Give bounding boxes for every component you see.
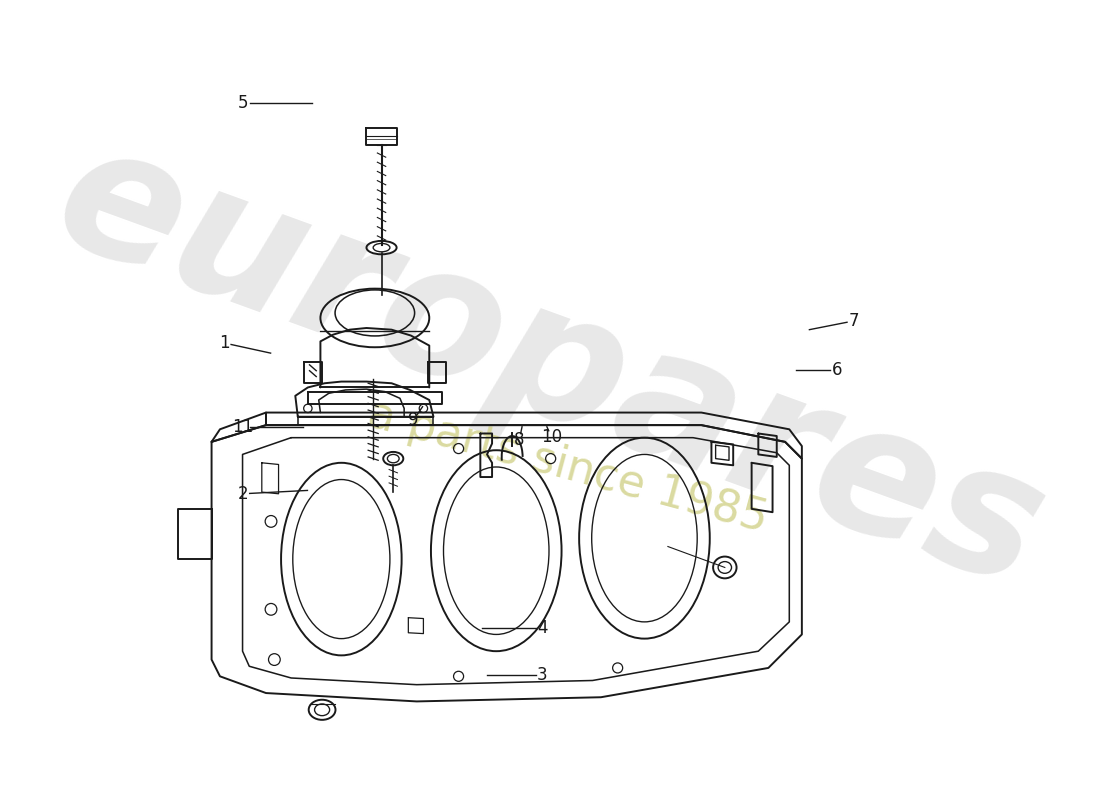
Text: 1: 1 — [219, 334, 230, 352]
Text: 6: 6 — [832, 361, 843, 379]
Text: 3: 3 — [537, 666, 548, 684]
Text: a parts since 1985: a parts since 1985 — [363, 393, 772, 541]
Text: europares: europares — [35, 107, 1066, 626]
Text: 7: 7 — [848, 312, 859, 330]
Text: 2: 2 — [238, 485, 249, 502]
Text: 5: 5 — [238, 94, 249, 112]
Text: 4: 4 — [537, 618, 548, 637]
Text: 11: 11 — [232, 418, 254, 436]
Text: 8: 8 — [514, 431, 525, 449]
Text: 10: 10 — [541, 428, 562, 446]
Text: 9: 9 — [408, 411, 419, 429]
